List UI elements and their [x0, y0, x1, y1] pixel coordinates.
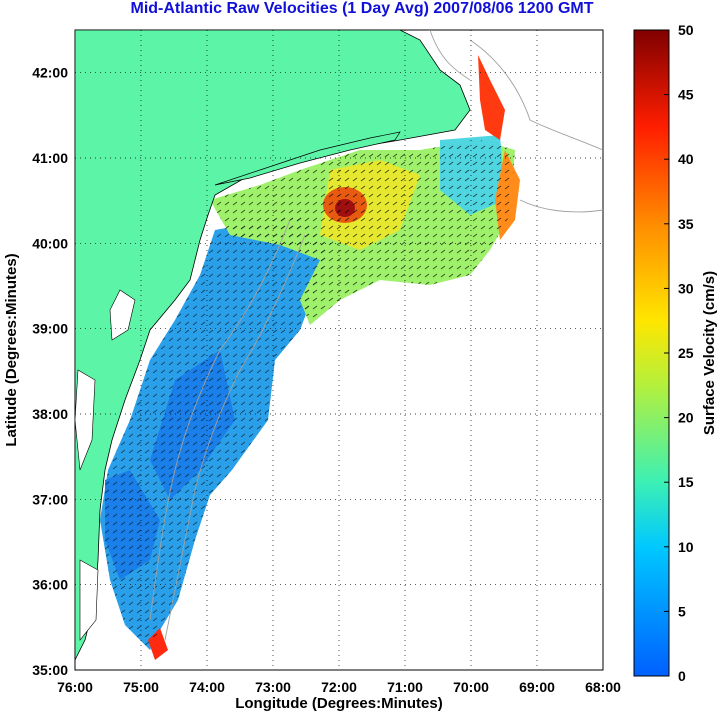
colorbar-ticks: 0 5 10 15 20 25 30 35 40 45 50 [664, 22, 694, 684]
lon-tick-label: 76:00 [57, 679, 93, 695]
vector-arrows-south [100, 215, 330, 650]
colorbar-tick-label: 15 [678, 474, 694, 490]
delaware-bay [109, 289, 136, 341]
lat-tick-label: 36:00 [32, 577, 68, 593]
pamlico-sound [79, 559, 99, 641]
chesapeake-bay [75, 369, 96, 471]
lon-tick-label: 75:00 [123, 679, 159, 695]
velocity-field-cape-cod [478, 55, 505, 140]
colorbar-tick-label: 45 [678, 87, 694, 103]
map-grid [75, 30, 603, 670]
x-axis-label: Longitude (Degrees:Minutes) [235, 695, 443, 712]
land-mass [75, 30, 471, 661]
lon-tick-label: 69:00 [519, 679, 555, 695]
lat-tick-label: 39:00 [32, 321, 68, 337]
lon-tick-label: 73:00 [255, 679, 291, 695]
lon-tick-label: 70:00 [453, 679, 489, 695]
lon-tick-label: 68:00 [585, 679, 621, 695]
bathymetry-contours [149, 30, 603, 641]
y-axis-label: Latitude (Degrees:Minutes) [3, 253, 20, 446]
lon-tick-label: 72:00 [321, 679, 357, 695]
long-island [214, 131, 401, 186]
colorbar-tick-label: 30 [678, 280, 694, 296]
lat-tick-label: 35:00 [32, 662, 68, 678]
colorbar-tick-label: 35 [678, 216, 694, 232]
colorbar-tick-label: 5 [678, 603, 686, 619]
lat-tick-label: 42:00 [32, 65, 68, 81]
colorbar-tick-label: 50 [678, 22, 694, 38]
lon-tick-label: 71:00 [387, 679, 423, 695]
colorbar-label: Surface Velocity (cm/s) [701, 271, 718, 435]
colorbar-tick-label: 10 [678, 539, 694, 555]
vector-arrows-north [210, 140, 515, 325]
colorbar-tick-label: 20 [678, 410, 694, 426]
colorbar-tick-label: 25 [678, 345, 694, 361]
lat-tick-label: 40:00 [32, 235, 68, 251]
longitude-ticks: 76:00 75:00 74:00 73:00 72:00 71:00 70:00 69:00… [57, 679, 621, 695]
lat-tick-label: 37:00 [32, 491, 68, 507]
lon-tick-label: 74:00 [189, 679, 225, 695]
colorbar [633, 29, 670, 677]
colorbar-tick-label: 0 [678, 668, 686, 684]
lat-tick-label: 41:00 [32, 150, 68, 166]
lat-tick-label: 38:00 [32, 406, 68, 422]
latitude-ticks: 35:00 36:00 37:00 38:00 39:00 40:00 41:00 42:00 [32, 65, 68, 678]
map-title: Mid-Atlantic Raw Velocities (1 Day Avg) … [130, 0, 594, 17]
colorbar-tick-label: 40 [678, 151, 694, 167]
